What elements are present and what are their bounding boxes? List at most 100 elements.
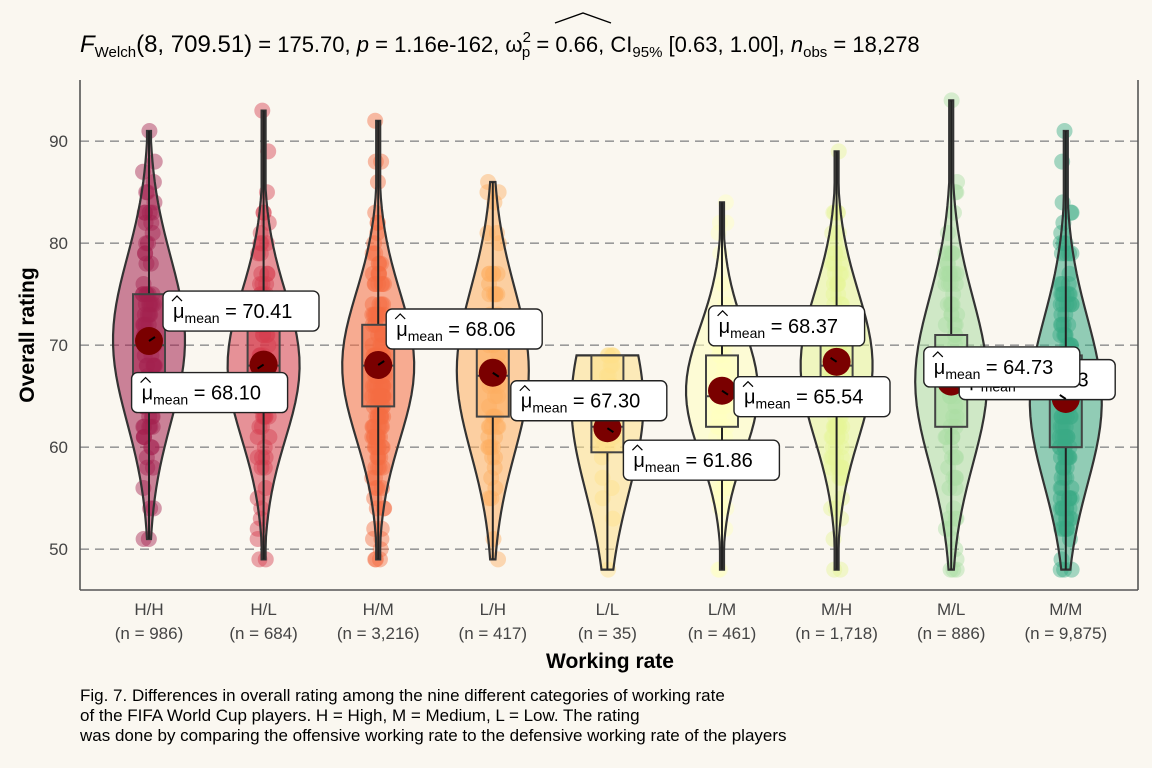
title-n-value: = 18,278 xyxy=(827,32,919,57)
y-tick-label-90: 90 xyxy=(49,132,68,151)
mean-label-M/M: μmean = 64.73 xyxy=(934,357,1053,382)
title-hat xyxy=(554,12,612,24)
mean-label-value: = 68.06 xyxy=(443,319,516,341)
mean-label-symbol: μ xyxy=(719,316,731,338)
mean-leader-L/H xyxy=(492,371,500,378)
title-n: n xyxy=(791,32,803,57)
caption-line-3: was done by comparing the offensive work… xyxy=(80,726,787,745)
title-omega-sub: p xyxy=(522,44,530,61)
mean-label-sub: mean xyxy=(532,400,567,416)
mean-leader-L/M xyxy=(721,389,729,396)
x-tick-count-5: (n = 461) xyxy=(688,624,757,643)
mean-label-hat xyxy=(631,444,643,451)
title-f-value: = 175.70, xyxy=(252,32,357,57)
mean-leader-H/H xyxy=(148,336,156,342)
title-omega-value: = 0.66, CI xyxy=(530,32,632,57)
x-tick-label-6: M/H xyxy=(821,600,852,619)
x-tick-count-7: (n = 886) xyxy=(917,624,986,643)
mean-label-hat xyxy=(140,376,152,384)
x-tick-count-2: (n = 3,216) xyxy=(337,624,420,643)
x-tick-label-5: L/M xyxy=(708,600,736,619)
title-n-sub: obs xyxy=(803,44,827,61)
mean-leader-H/M xyxy=(377,360,385,366)
mean-label-hat xyxy=(171,295,183,302)
x-tick-label-4: L/L xyxy=(596,600,620,619)
mean-label-sub: mean xyxy=(756,396,791,412)
mean-leader-L/L xyxy=(606,427,614,434)
title-p: p xyxy=(356,32,369,57)
mean-leader-H/L xyxy=(257,363,265,370)
mean-label-box-H/H xyxy=(162,290,320,332)
mean-label-sub: mean xyxy=(185,310,220,326)
mean-label-symbol: μ xyxy=(633,450,645,472)
mean-label-box-M/H xyxy=(707,305,866,347)
y-axis-title: Overall rating xyxy=(16,267,39,402)
x-tick-label-3: L/H xyxy=(480,600,506,619)
mean-label-value: = 65.54 xyxy=(791,387,864,409)
mean-label-sub: mean xyxy=(408,328,443,344)
mean-label-box-L/H xyxy=(510,380,668,422)
chart-title: FWelch(8, 709.51) = 175.70, p = 1.16e-16… xyxy=(80,12,920,61)
mean-label-hat xyxy=(394,313,406,320)
x-tick-count-6: (n = 1,718) xyxy=(795,624,878,643)
mean-label-box-L/L xyxy=(622,439,781,481)
mean-label-sub: mean xyxy=(645,459,680,475)
plot-area xyxy=(111,92,1103,578)
mean-label-sub: mean xyxy=(730,325,765,341)
x-tick-count-8: (n = 9,875) xyxy=(1024,624,1107,643)
mean-label-hat xyxy=(717,309,729,317)
mean-label-symbol: μ xyxy=(934,357,946,379)
title-omega: ω xyxy=(505,32,522,57)
category-group-L/H xyxy=(455,174,530,568)
category-group-H/M xyxy=(341,112,416,568)
mean-label-value: = 67.30 xyxy=(567,391,640,413)
mean-label-hat xyxy=(932,351,944,358)
mean-label-L/M: μmean = 65.54 xyxy=(744,387,863,412)
y-tick-label-50: 50 xyxy=(49,540,68,559)
x-tick-count-4: (n = 35) xyxy=(578,624,637,643)
mean-label-value: = 68.10 xyxy=(188,383,261,405)
y-tick-label-70: 70 xyxy=(49,336,68,355)
mean-label-value: = 70.41 xyxy=(220,301,293,323)
x-tick-count-0: (n = 986) xyxy=(115,624,184,643)
category-group-H/H xyxy=(111,123,187,547)
caption-line-1: Fig. 7. Differences in overall rating am… xyxy=(80,686,725,705)
x-tick-label-2: H/M xyxy=(363,600,394,619)
mean-label-box-H/L xyxy=(130,371,289,414)
x-tick-count-1: (n = 684) xyxy=(229,624,298,643)
mean-label-symbol: μ xyxy=(173,301,185,323)
axes: 50 60 70 80 90 H/H (n = 986) H/L (n = 684) H/M (n … xyxy=(49,80,1139,643)
mean-label-box-M/M xyxy=(923,346,1081,388)
mean-label-value: = 61.86 xyxy=(680,450,753,472)
mean-label-value: = 68.37 xyxy=(765,316,838,338)
category-group-H/L xyxy=(226,102,301,568)
mean-label-symbol: μ xyxy=(521,391,533,413)
mean-label-box-H/M xyxy=(385,308,543,350)
mean-leader-M/M xyxy=(1059,394,1067,400)
mean-label-H/H: μmean = 70.41 xyxy=(173,301,292,326)
title-f-sub: Welch xyxy=(95,44,136,61)
mean-label-symbol: μ xyxy=(396,319,408,341)
mean-label-box-L/M xyxy=(733,375,891,418)
title-f: F xyxy=(80,31,96,58)
x-tick-count-3: (n = 417) xyxy=(459,624,528,643)
violin-chart: FWelch(8, 709.51) = 175.70, p = 1.16e-16… xyxy=(16,12,1139,673)
title-ci-sub: 95% xyxy=(632,44,662,61)
x-axis-title: Working rate xyxy=(546,650,674,673)
title-omega-sup: 2 xyxy=(523,29,531,46)
mean-leader-M/H xyxy=(830,356,838,363)
title-ci-value: [0.63, 1.00], xyxy=(662,32,790,57)
x-tick-label-1: H/L xyxy=(250,600,276,619)
title-text: FWelch(8, 709.51) = 175.70, p = 1.16e-16… xyxy=(80,29,920,61)
title-p-value: = 1.16e-162, xyxy=(369,32,505,57)
mean-label-L/L: μmean = 61.86 xyxy=(633,450,752,475)
mean-label-H/M: μmean = 68.06 xyxy=(396,319,515,344)
mean-label-symbol: μ xyxy=(744,387,756,409)
category-group-M/L xyxy=(914,92,989,578)
title-df: (8, 709.51) xyxy=(136,31,252,58)
mean-label-L/H: μmean = 67.30 xyxy=(521,391,640,416)
mean-label-value: = 64.73 xyxy=(980,357,1053,379)
mean-label-M/H: μmean = 68.37 xyxy=(719,316,838,341)
